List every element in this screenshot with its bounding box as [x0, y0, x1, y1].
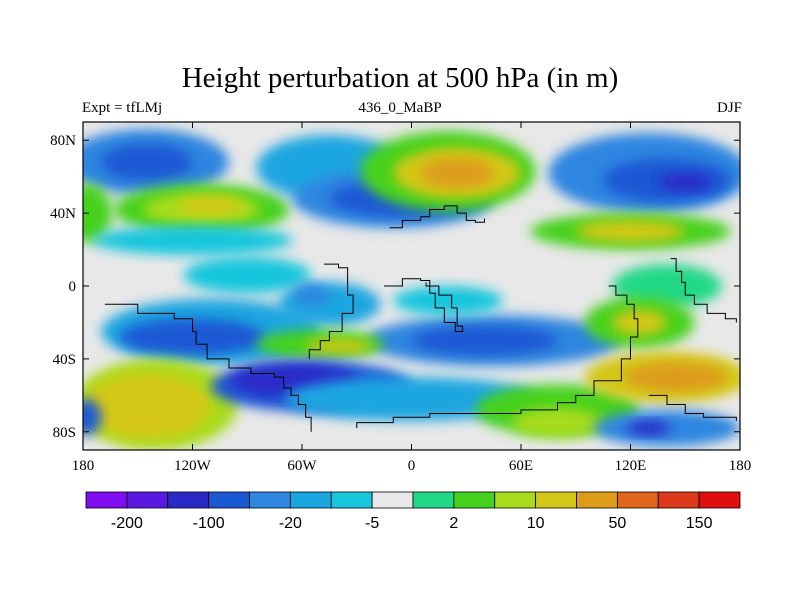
contour-region-24: [411, 326, 558, 356]
colorbar-swatch: [453, 491, 496, 509]
colorbar-label: 50: [608, 515, 626, 532]
contour-region-32: [83, 373, 211, 440]
colorbar-label: 150: [686, 515, 713, 532]
longitude-axis: 180 120W 60W 0 60E 120E 180: [72, 122, 752, 474]
colorbar: -200 -100 -20 -5 2 10 50 150: [85, 491, 741, 532]
contour-region-11: [420, 158, 494, 188]
lat-tick-label: 0: [69, 279, 77, 295]
contour-region-21: [278, 282, 381, 327]
contour-region-5: [83, 183, 113, 243]
contour-region-41: [626, 420, 671, 436]
contour-region-37: [511, 408, 604, 438]
colorbar-label: 10: [527, 515, 545, 532]
colorbar-label: 2: [449, 515, 458, 532]
asia-australia-outline: [356, 285, 639, 429]
contour-region-30: [612, 309, 667, 336]
colorbar-swatch: [657, 491, 700, 509]
latitude-axis: 80N 40N 0 40S 80S: [50, 133, 740, 441]
contour-region-27: [305, 338, 372, 354]
africa-outline: [384, 278, 464, 333]
lat-tick-label: 80S: [53, 425, 76, 441]
colorbar-swatch: [698, 491, 741, 509]
colorbar-swatch: [85, 491, 128, 509]
contour-region-42: [83, 398, 102, 436]
south-america-outline: [308, 263, 354, 359]
experiment-label: Expt = tfLMj: [82, 100, 163, 116]
colorbar-swatch: [167, 491, 210, 509]
plot-title: Height perturbation at 500 hPa (in m): [181, 62, 619, 94]
season-label: DJF: [716, 100, 742, 116]
lon-tick-label: 180: [72, 458, 95, 474]
colorbar-label: -5: [365, 515, 379, 532]
contour-region-1: [101, 143, 193, 181]
contour-region-14: [657, 173, 713, 192]
contour-region-25: [393, 286, 503, 316]
lon-tick-label: 120E: [615, 458, 647, 474]
contour-region-18: [183, 256, 312, 294]
coastlines: [104, 205, 737, 432]
eurasia-outline: [389, 205, 485, 229]
colorbar-label: -200: [111, 515, 143, 532]
north-america-outline: [104, 303, 312, 432]
colorbar-swatch: [412, 491, 455, 509]
height-field: [83, 129, 740, 450]
colorbar-swatch: [494, 491, 537, 509]
contour-region-20: [119, 318, 266, 356]
colorbar-swatch: [371, 491, 414, 509]
colorbar-swatch: [330, 491, 373, 509]
lon-tick-label: 60W: [287, 458, 317, 474]
lon-tick-label: 180: [729, 458, 752, 474]
contour-region-16: [575, 220, 686, 243]
period-label: 436_0_MaBP: [358, 100, 442, 116]
lon-tick-label: 120W: [174, 458, 212, 474]
colorbar-swatch: [616, 491, 659, 509]
lon-tick-label: 0: [408, 458, 416, 474]
colorbar-swatch: [126, 491, 169, 509]
contour-region-4: [177, 196, 244, 215]
colorbar-label: -100: [193, 515, 225, 532]
lat-tick-label: 40S: [53, 352, 76, 368]
pacific-islands-outline: [670, 258, 737, 323]
antarctic-shelf-outline: [648, 394, 737, 421]
contour-region-17: [92, 225, 293, 256]
contour-region-22: [292, 284, 330, 307]
colorbar-swatch: [576, 491, 618, 509]
colorbar-swatch: [289, 491, 332, 509]
colorbar-label: -20: [279, 515, 302, 532]
colorbar-swatch: [208, 491, 250, 509]
lat-tick-label: 80N: [50, 133, 76, 149]
contour-region-39: [625, 362, 728, 392]
colorbar-swatch: [535, 491, 577, 509]
colorbar-swatch: [249, 491, 291, 509]
lon-tick-label: 60E: [509, 458, 533, 474]
lat-tick-label: 40N: [50, 206, 76, 222]
